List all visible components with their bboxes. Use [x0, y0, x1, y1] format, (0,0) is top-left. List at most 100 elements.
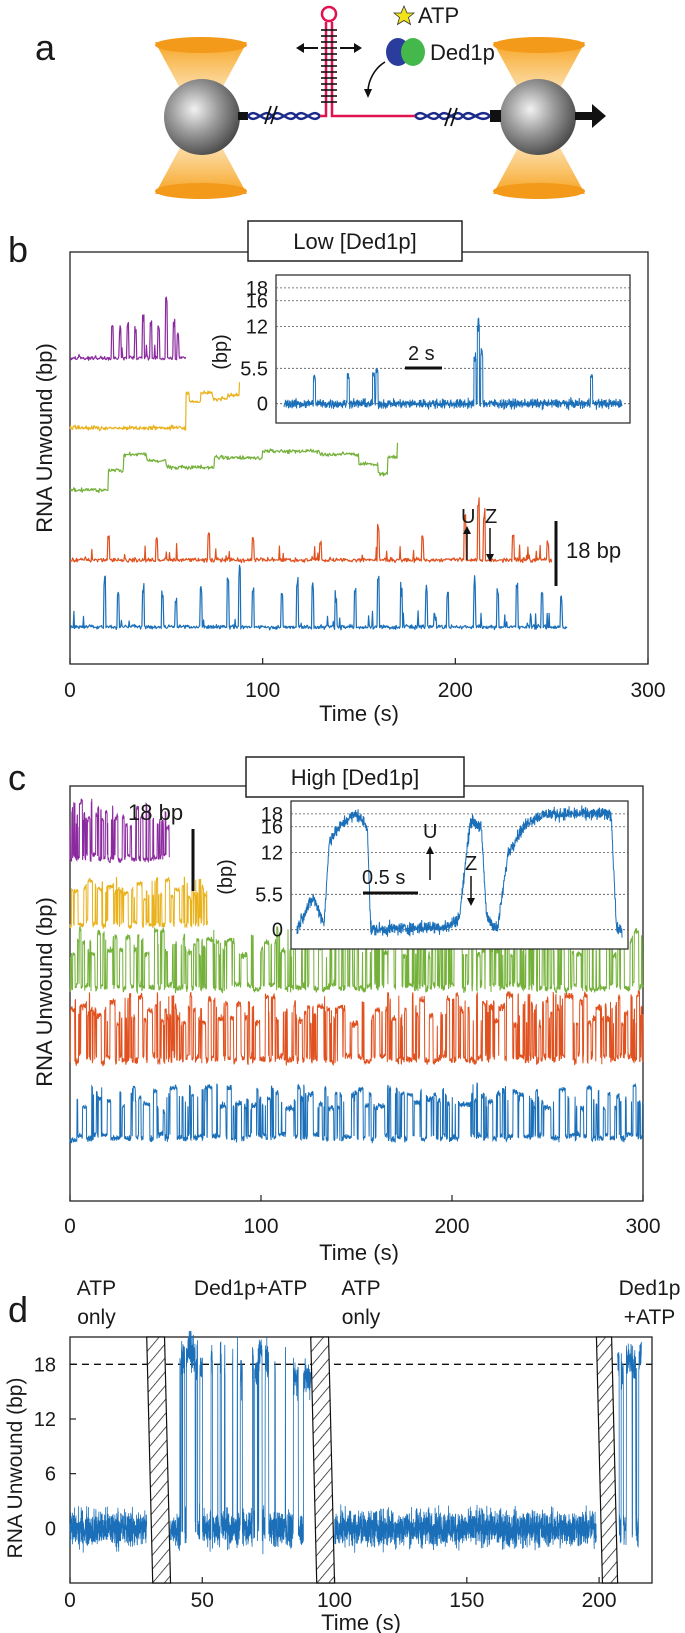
panel-c-inset-trace	[296, 805, 623, 938]
panel-d-hatch-gap-0	[146, 1336, 172, 1584]
panel-b-inset-ytick-label: 16	[246, 291, 268, 313]
binding-arrow	[367, 61, 386, 93]
panel-b-xticks: 0 100 200 300	[64, 658, 666, 702]
panel-b-inset-scalebar-label: 2 s	[408, 343, 435, 365]
panel-a: a	[35, 3, 606, 199]
panel-b-ylabel: RNA Unwound (bp)	[32, 343, 57, 533]
panel-b-inset-ylabel: (bp)	[210, 334, 232, 370]
panel-d-letter: d	[8, 1289, 28, 1330]
panel-a-letter: a	[35, 27, 56, 68]
panel-c-letter: c	[8, 757, 26, 798]
panel-d-hatch-gap-1	[310, 1336, 336, 1584]
panel-d-trace-region-3	[617, 1341, 642, 1548]
atp-star-icon	[392, 4, 416, 26]
panel-b-trace-orange	[69, 497, 553, 564]
panel-d-x-tick-label: 50	[191, 1589, 214, 1612]
panel-d-xticks: 0 50 100 150 200	[64, 1577, 617, 1612]
panel-d-traces	[69, 1330, 652, 1584]
panel-b-scalebar: 18 bp	[554, 521, 621, 586]
hairpin-stem	[321, 29, 337, 103]
panel-d-region-label: Ded1p+ATP	[194, 1277, 307, 1300]
panel-c-inset-ytick-label: 18	[261, 804, 283, 826]
panel-c-trace-yellow	[69, 876, 208, 930]
panel-d-ytick-label: 18	[34, 1354, 56, 1376]
panel-c-ylabel: RNA Unwound (bp)	[32, 897, 57, 1087]
panel-b-inset-ytick-label: 12	[246, 316, 268, 338]
panel-d-region-label: ATP	[341, 1277, 380, 1300]
unwinding-arrows	[296, 43, 362, 53]
panel-b-letter: b	[8, 229, 28, 270]
panel-c-title: High [Ded1p]	[291, 765, 419, 790]
laser-right-top	[493, 37, 585, 53]
hairpin-loop	[320, 5, 338, 23]
panel-d-xlabel: Time (s)	[321, 1610, 401, 1633]
panel-d-region-label: +ATP	[624, 1306, 676, 1329]
panel-b-title-box	[247, 220, 463, 262]
binding-arrowhead	[364, 89, 372, 98]
attach-right	[490, 110, 501, 122]
panel-c-uz-markers: U Z	[423, 821, 477, 906]
panel-d-ylabel: RNA Unwound (bp)	[4, 1378, 27, 1559]
break-marks	[264, 105, 458, 127]
panel-c-z-label: Z	[465, 853, 477, 875]
panel-b-inset-line	[283, 317, 623, 411]
panel-c-inset-scalebar-label: 0.5 s	[362, 867, 405, 889]
laser-left-top	[155, 37, 247, 53]
panel-c-trace-purple	[69, 798, 170, 864]
panel-d-trace-region-2	[334, 1504, 597, 1553]
laser-left-bottom	[155, 183, 247, 199]
atp-label: ATP	[418, 3, 459, 28]
panel-b-x-tick-label: 0	[64, 679, 76, 702]
panel-c-trace-orange	[69, 990, 644, 1067]
panel-d-ytick-label: 0	[45, 1518, 56, 1540]
panel-d-x-tick-label: 150	[449, 1589, 484, 1612]
panel-c-inset-ytick-label: 16	[261, 817, 283, 839]
panel-b-inset-ytick-label: 5.5	[240, 358, 268, 380]
ded1p-label: Ded1p	[430, 40, 495, 65]
panel-d-ytick-label: 6	[45, 1464, 56, 1486]
panel-c-x-tick-label: 200	[434, 1215, 469, 1238]
dna-handle-left	[247, 111, 321, 121]
pulling-arrow	[575, 104, 606, 128]
panel-c-inset	[290, 800, 629, 950]
panel-c-x-tick-label: 100	[243, 1215, 278, 1238]
panel-b-trace-purple	[69, 296, 187, 361]
panel-c-xticks: 0 100 200 300	[64, 1195, 661, 1238]
panel-c-inset-ytick-label: 5.5	[255, 884, 283, 906]
ded1p-green-domain	[401, 38, 425, 66]
panel-b-xlabel: Time (s)	[319, 701, 399, 726]
panel-b-x-tick-label: 200	[438, 679, 473, 702]
panel-d-region-label: ATP	[77, 1277, 116, 1300]
panel-b: b Low [Ded1p] RNA Unwound (bp) Time (s) …	[8, 220, 666, 726]
panel-d-trace-region-1	[170, 1330, 312, 1555]
panel-b-z-label: Z	[485, 506, 497, 528]
panel-b-title: Low [Ded1p]	[293, 229, 417, 254]
panel-d-region-label: only	[77, 1306, 116, 1329]
panel-b-traces	[69, 296, 568, 631]
panel-b-x-tick-label: 300	[630, 679, 665, 702]
attach-left	[238, 112, 248, 120]
panel-b-uz-markers: U Z	[461, 506, 497, 562]
panel-c-xlabel: Time (s)	[319, 1240, 399, 1265]
panel-d-region-label: only	[342, 1306, 381, 1329]
panel-c: c High [Ded1p] RNA Unwound (bp) Time (s)…	[8, 756, 661, 1265]
panel-d-trace-region-0	[69, 1506, 148, 1553]
panel-d-x-tick-label: 0	[64, 1589, 76, 1612]
panel-b-inset-ytick-label: 0	[257, 394, 268, 416]
panel-d-yticks: 0 6 12 18	[34, 1354, 76, 1540]
panel-b-scalebar-label: 18 bp	[566, 538, 621, 563]
panel-c-x-tick-label: 300	[625, 1215, 660, 1238]
panel-c-title-box	[245, 756, 465, 798]
panel-b-u-label: U	[461, 506, 475, 528]
panel-b-inset-ytick-label: 18	[246, 278, 268, 300]
panel-d-x-tick-label: 100	[317, 1589, 352, 1612]
bead-right	[500, 79, 576, 155]
panel-b-trace-green	[69, 442, 399, 494]
panel-b-trace-blue	[69, 564, 568, 631]
panel-b-inset-trace	[283, 317, 623, 411]
panel-b-x-tick-label: 100	[245, 679, 280, 702]
